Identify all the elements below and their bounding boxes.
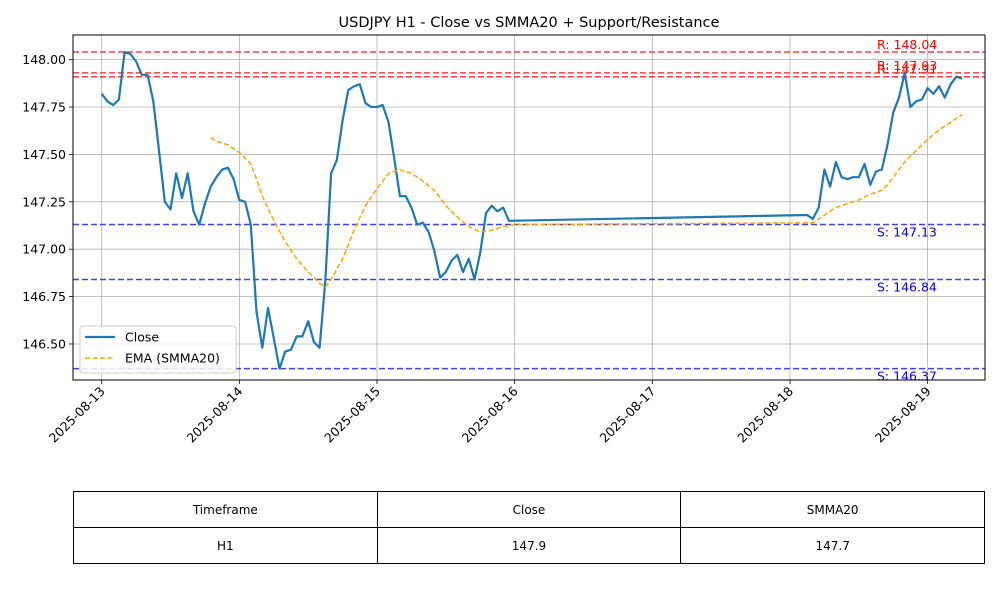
x-tick-label: 2025-08-19: [872, 383, 934, 445]
table-cell-smma20: 147.7: [680, 527, 985, 564]
x-tick-label: 2025-08-17: [596, 384, 658, 446]
chart-title: USDJPY H1 - Close vs SMMA20 + Support/Re…: [339, 15, 720, 31]
table-cell-close: 147.9: [376, 527, 682, 564]
support-label: S: 147.13: [877, 225, 937, 240]
y-tick-label: 147.25: [22, 194, 66, 209]
x-tick-label: 2025-08-18: [734, 383, 796, 445]
y-tick-label: 148.00: [22, 52, 66, 67]
summary-table: Timeframe Close SMMA20 H1 147.9 147.7: [73, 491, 985, 564]
legend-box: [79, 325, 237, 374]
resistance-label: R: 148.04: [877, 37, 937, 52]
x-tick-label: 2025-08-13: [46, 384, 108, 446]
series-line-close: [100, 51, 963, 370]
plot-frame: [72, 34, 986, 381]
table-header-cell: Timeframe: [73, 491, 378, 528]
series-lines: [100, 51, 963, 370]
support-label: S: 146.84: [877, 280, 937, 295]
y-tick-label: 147.75: [22, 100, 66, 115]
price-chart: USDJPY H1 - Close vs SMMA20 + Support/Re…: [22, 15, 986, 446]
y-tick-label: 147.50: [22, 147, 66, 162]
y-tick-label: 147.00: [22, 242, 66, 257]
legend: Close EMA (SMMA20): [79, 325, 237, 374]
table-header-row: Timeframe Close SMMA20: [73, 491, 985, 528]
x-tick-label: 2025-08-14: [183, 383, 245, 445]
y-tick-label: 146.75: [22, 289, 66, 304]
grid-lines: [73, 35, 985, 380]
resistance-label: R: 147.91: [877, 62, 937, 77]
legend-label: EMA (SMMA20): [125, 351, 220, 366]
y-tick-label: 146.50: [22, 336, 66, 351]
legend-label: Close: [125, 330, 159, 345]
table-row: H1 147.9 147.7: [73, 527, 985, 564]
x-tick-label: 2025-08-16: [459, 383, 521, 445]
table-header-cell: Close: [376, 491, 682, 528]
resistance-label: R: 147.93: [877, 58, 937, 73]
table-header-cell: SMMA20: [680, 491, 985, 528]
series-line-smma20: [210, 113, 963, 288]
table-cell-timeframe: H1: [73, 527, 378, 564]
x-tick-label: 2025-08-15: [321, 384, 383, 446]
